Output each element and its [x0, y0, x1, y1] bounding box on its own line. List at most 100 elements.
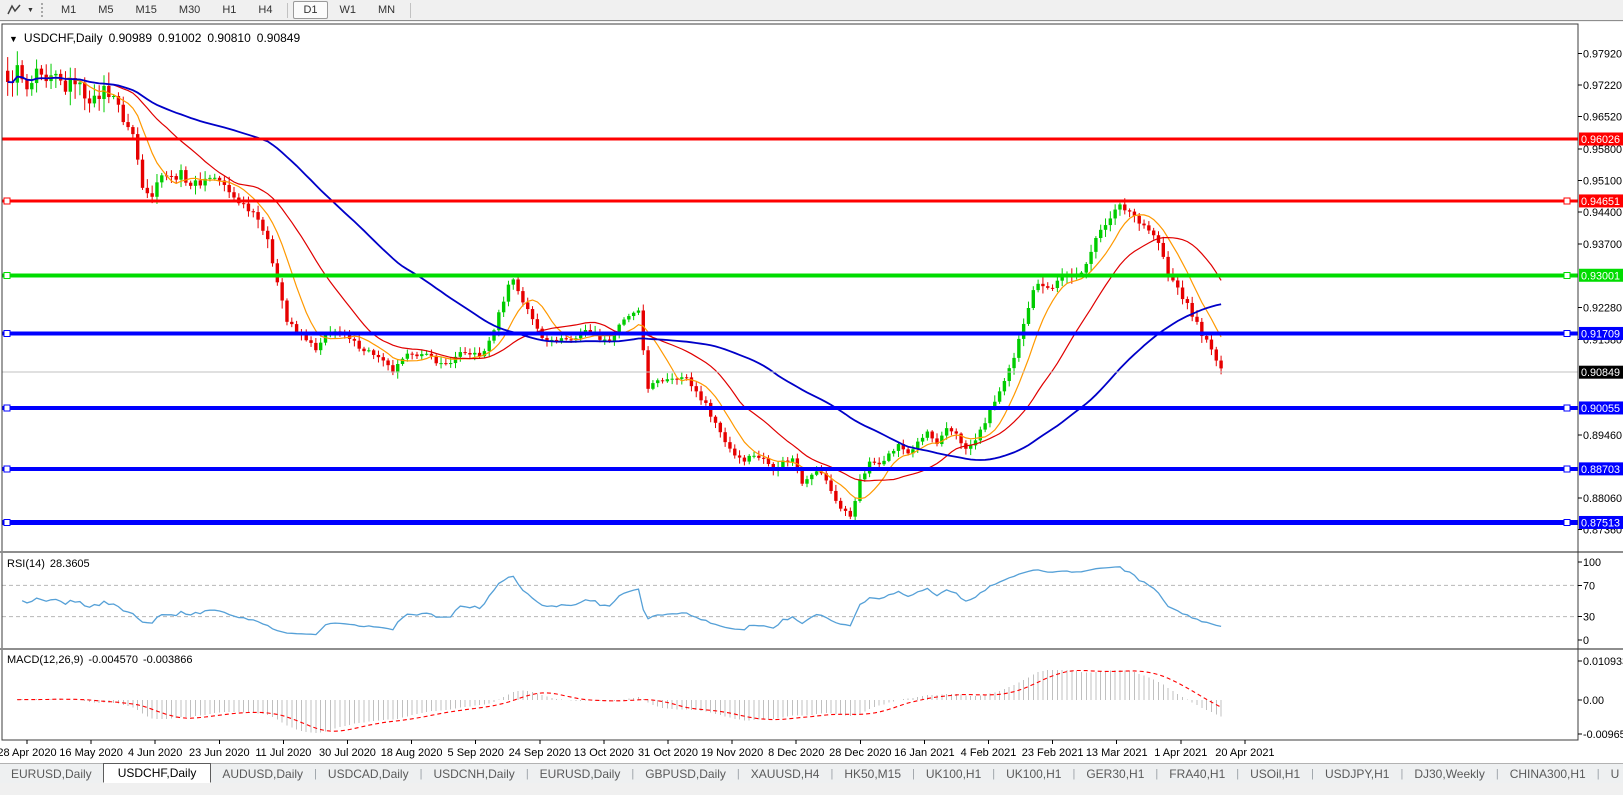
tab-hk50-m15[interactable]: HK50,M15	[844, 766, 902, 781]
date-axis-label: 16 May 2020	[59, 747, 123, 759]
macd-axis-label: 0.010933	[1583, 656, 1623, 668]
tab-usdcad-daily[interactable]: USDCAD,Daily	[327, 766, 409, 781]
chart-window: 0.97920 0.97220 0.96520 0.95800 0.95100 0.944…	[0, 22, 1623, 763]
level-handle[interactable]	[3, 271, 11, 279]
tab-fra40-h1[interactable]: FRA40,H1	[1169, 766, 1226, 781]
timeframe-button-m30[interactable]: M30	[178, 4, 201, 16]
level-handle[interactable]	[3, 329, 11, 337]
macd-signal-line	[17, 669, 1222, 732]
rsi-name: RSI(14)	[7, 558, 45, 570]
price-level-badge	[1579, 365, 1623, 379]
timeframe-button-m1[interactable]: M1	[60, 4, 77, 16]
level-handle[interactable]	[3, 518, 11, 526]
tab-usoil-h1[interactable]: USOil,H1	[1250, 766, 1301, 781]
price-level-badge	[1579, 401, 1623, 415]
date-axis[interactable]: 28 Apr 2020 16 May 2020 4 Jun 2020 23 Jun 2…	[0, 740, 1275, 759]
date-axis-label: 31 Oct 2020	[638, 747, 698, 759]
timeframe-button-m5[interactable]: M5	[98, 4, 114, 16]
timeframe-buttons: M1 M5 M15 M30 H1 H4 D1 W1 MN	[50, 1, 415, 19]
price-badge-label: 0.90055	[1581, 403, 1620, 415]
timeframe-button-h1[interactable]: H1	[222, 4, 237, 16]
timeframe-button-m15[interactable]: M15	[135, 4, 157, 16]
tab-separator: |	[1495, 767, 1499, 780]
tab-audusd-daily[interactable]: AUDUSD,Daily	[222, 766, 304, 781]
date-axis-label: 1 Apr 2021	[1154, 747, 1207, 759]
date-axis-label: 11 Jul 2020	[255, 747, 311, 759]
ohlc-close: 0.90849	[256, 31, 301, 45]
toolbar-grip	[40, 3, 43, 17]
price-axis[interactable]: 0.97920 0.97220 0.96520 0.95800 0.95100 0.944…	[1578, 49, 1623, 741]
tab-uk100-h1[interactable]: UK100,H1	[1006, 766, 1062, 781]
price-level-badge	[1579, 132, 1623, 146]
tab-separator: |	[992, 767, 996, 780]
toolbar: ▼ M1 M5 M15 M30 H1 H4 D1 W1 MN	[0, 0, 1623, 21]
date-axis-label: 13 Oct 2020	[574, 747, 634, 759]
date-axis-label: 20 Apr 2021	[1215, 747, 1274, 759]
tab-china300-h1[interactable]: CHINA300,H1	[1509, 766, 1586, 781]
tab-usdchf-daily[interactable]: USDCHF,Daily	[102, 762, 212, 783]
price-badge-label: 0.88703	[1581, 464, 1620, 476]
rsi-axis-label: 0	[1583, 635, 1589, 647]
date-axis-label: 28 Apr 2020	[0, 747, 57, 759]
level-handle[interactable]	[1563, 465, 1571, 473]
price-tick-label: 0.97220	[1583, 80, 1622, 92]
price-level-badge	[1579, 268, 1623, 282]
tab-separator: |	[1155, 767, 1159, 780]
date-axis-label: 5 Sep 2020	[448, 747, 504, 759]
tab-list: EURUSD,Daily USDCHF,Daily AUDUSD,Daily | USD…	[0, 762, 1623, 784]
collapse-arrow-icon[interactable]: ▼	[9, 34, 18, 44]
level-handle[interactable]	[1563, 197, 1571, 205]
price-tick-label: 0.89460	[1583, 430, 1622, 442]
timeframe-button-mn[interactable]: MN	[378, 4, 396, 16]
tab-dj30-weekly[interactable]: DJ30,Weekly	[1414, 766, 1485, 781]
candles-layer	[6, 51, 1223, 521]
tab-ger30-h1[interactable]: GER30,H1	[1086, 766, 1145, 781]
tab-separator: |	[1596, 767, 1600, 780]
tab-usdjpy-h1[interactable]: USDJPY,H1	[1325, 766, 1390, 781]
tab-usdcnh-daily[interactable]: USDCNH,Daily	[433, 766, 515, 781]
date-axis-label: 23 Jun 2020	[189, 747, 250, 759]
tab-eurusd-daily[interactable]: EURUSD,Daily	[11, 766, 92, 781]
chart-title: ▼ USDCHF,Daily 0.90989 0.91002 0.90810 0.9084…	[9, 31, 306, 45]
price-level-badge	[1579, 515, 1623, 529]
level-handle[interactable]	[1563, 271, 1571, 279]
tab-gbpusd-daily[interactable]: GBPUSD,Daily	[645, 766, 726, 781]
date-axis-label: 23 Feb 2021	[1022, 747, 1084, 759]
price-tick-label: 0.96520	[1583, 112, 1622, 124]
tab-eurusd-daily[interactable]: EURUSD,Daily	[539, 766, 621, 781]
tab-separator: |	[1236, 767, 1240, 780]
timeframe-button-h4[interactable]: H4	[258, 4, 273, 16]
date-axis-label: 16 Jan 2021	[894, 747, 955, 759]
level-handle[interactable]	[1563, 329, 1571, 337]
chart-tabbar: EURUSD,Daily USDCHF,Daily AUDUSD,Daily | USD…	[0, 762, 1623, 784]
level-handle[interactable]	[1563, 404, 1571, 412]
timeframe-button-d1[interactable]: D1	[293, 1, 328, 19]
rsi-line	[21, 566, 1222, 636]
level-handle[interactable]	[3, 404, 11, 412]
ma-slow-line	[7, 75, 1222, 461]
level-handle[interactable]	[1563, 518, 1571, 526]
price-badge-label: 0.94651	[1581, 196, 1620, 208]
tab-xauusd-h4[interactable]: XAUUSD,H4	[750, 766, 820, 781]
status-strip	[0, 783, 1623, 795]
tab-separator: |	[736, 767, 740, 780]
price-badge-label: 0.90849	[1581, 367, 1620, 379]
date-axis-label: 8 Dec 2020	[768, 747, 824, 759]
price-badge-label: 0.96026	[1581, 134, 1620, 146]
chevron-down-icon[interactable]: ▼	[27, 6, 34, 14]
rsi-axis-label: 70	[1583, 580, 1595, 592]
level-handle[interactable]	[3, 465, 11, 473]
macd-label: MACD(12,26,9) -0.004570 -0.003866	[7, 654, 198, 666]
chart-symbol-period: USDCHF,Daily	[23, 31, 103, 45]
date-axis-label: 30 Jul 2020	[319, 747, 376, 759]
tab-separator: |	[830, 767, 834, 780]
tab-uk100-h1[interactable]: UK100,H1	[925, 766, 982, 781]
chart-tool-icon[interactable]	[3, 1, 27, 19]
rsi-label: RSI(14) 28.3605	[7, 558, 95, 570]
tab-u[interactable]: U	[1610, 766, 1620, 781]
ohlc-high: 0.91002	[158, 31, 202, 45]
chart-canvas[interactable]: 0.97920 0.97220 0.96520 0.95800 0.95100 0.944…	[0, 22, 1623, 763]
price-level-badge	[1579, 462, 1623, 476]
level-handle[interactable]	[3, 197, 11, 205]
timeframe-button-w1[interactable]: W1	[339, 4, 357, 16]
